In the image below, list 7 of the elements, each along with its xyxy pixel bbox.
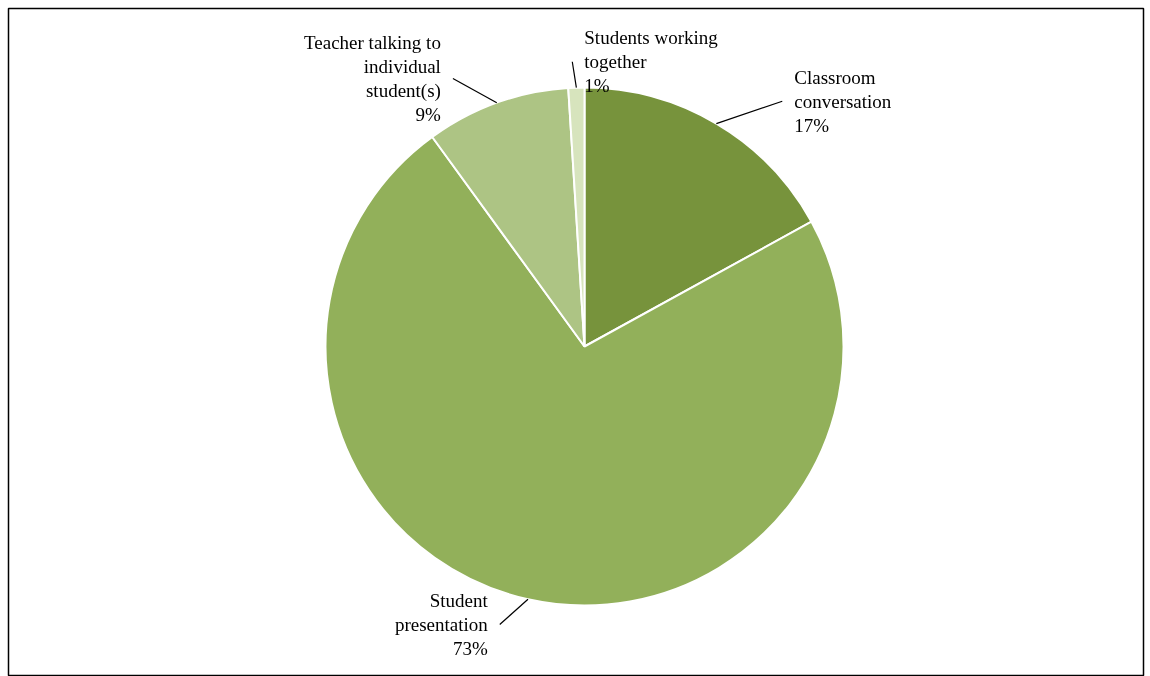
slice-label: Students working together — [584, 27, 719, 73]
data-label: 9% — [415, 104, 442, 126]
data-label: 73% — [452, 638, 488, 660]
data-label: 17% — [794, 114, 830, 136]
slice-label: Classroom conversation — [794, 66, 892, 112]
slice-label: Student presentation — [394, 589, 489, 636]
slice-label: Teacher talking to individual student(s) — [304, 31, 441, 103]
